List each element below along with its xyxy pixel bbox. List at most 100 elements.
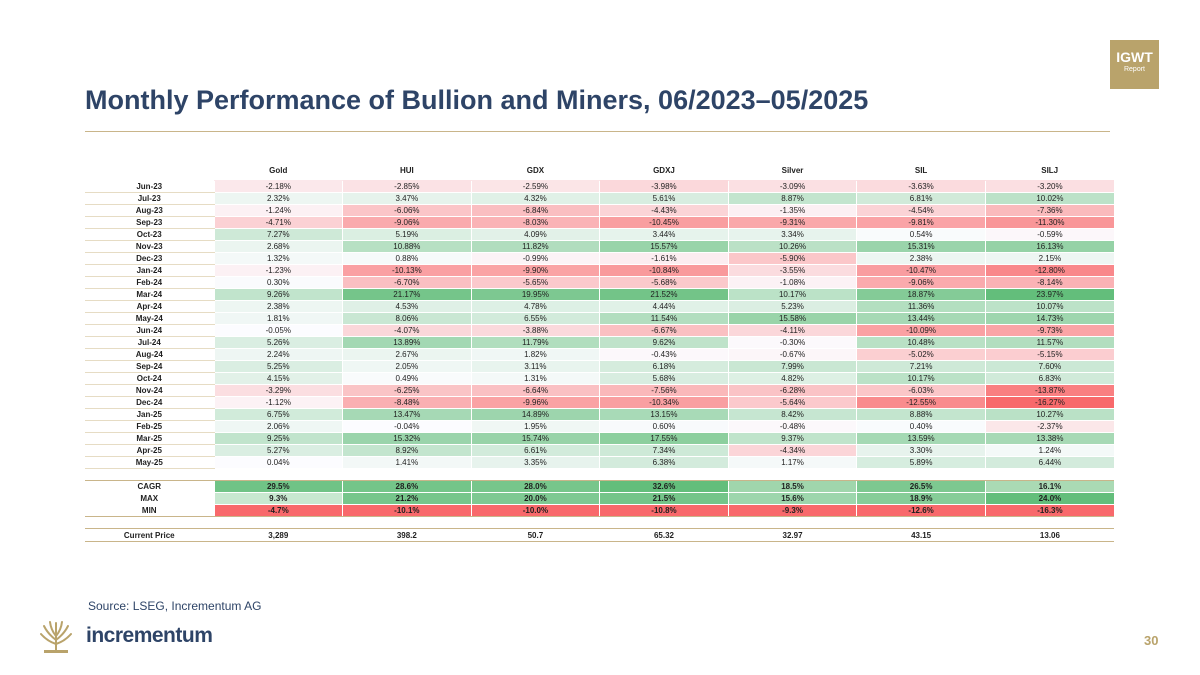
value-cell: -1.12% — [213, 396, 343, 409]
value-cell: -9.06% — [342, 216, 472, 229]
value-cell: 29.5% — [213, 480, 343, 493]
row-label: Nov-24 — [85, 384, 214, 397]
value-cell: 1.81% — [213, 312, 343, 325]
table-spacer — [85, 469, 1114, 481]
column-header-hui: HUI — [399, 166, 414, 175]
value-cell: 4.44% — [599, 300, 729, 313]
table-row: Jun-24 -0.05% -4.07% -3.88% -6.67% -4.11% -10.… — [85, 324, 1114, 337]
value-cell: 43.15 — [856, 528, 986, 542]
value-cell: -9.06% — [856, 276, 986, 289]
value-cell: 10.07% — [984, 300, 1114, 313]
value-cell: -0.59% — [984, 228, 1114, 241]
row-label: May-24 — [85, 312, 214, 325]
value-cell: -2.18% — [213, 179, 343, 193]
row-label: Apr-24 — [85, 300, 214, 313]
table-row: Jul-24 5.26% 13.89% 11.79% 9.62% -0.30% 10.48%… — [85, 336, 1114, 349]
value-cell: 10.17% — [727, 288, 857, 301]
value-cell: 15.32% — [342, 432, 472, 445]
row-label: Oct-23 — [85, 228, 214, 241]
value-cell: 5.68% — [599, 372, 729, 385]
value-cell: 5.23% — [727, 300, 857, 313]
value-cell: -3.98% — [599, 179, 729, 193]
value-cell: 10.27% — [984, 408, 1114, 421]
value-cell: -10.34% — [599, 396, 729, 409]
value-cell: 2.38% — [856, 252, 986, 265]
spacer-cell — [85, 517, 1114, 529]
table-row: Sep-23 -4.71% -9.06% -8.03% -10.45% -9.31% -9.… — [85, 216, 1114, 229]
table-row: Jan-25 6.75% 13.47% 14.89% 13.15% 8.42% 8.88% 1… — [85, 408, 1114, 421]
row-label: Feb-25 — [85, 420, 214, 433]
value-cell: -5.64% — [727, 396, 857, 409]
value-cell: 0.88% — [342, 252, 472, 265]
value-cell: 5.89% — [856, 456, 986, 469]
value-cell: 15.57% — [599, 240, 729, 253]
value-cell: 3,289 — [213, 528, 343, 542]
table-row: Jul-23 2.32% 3.47% 4.32% 5.61% 8.87% 6.81% 10.0… — [85, 192, 1114, 205]
value-cell: 11.82% — [470, 240, 600, 253]
value-cell: 1.95% — [470, 420, 600, 433]
value-cell: 18.87% — [856, 288, 986, 301]
value-cell: -9.73% — [984, 324, 1114, 337]
value-cell: 32.6% — [599, 480, 729, 493]
row-label: Sep-24 — [85, 360, 214, 373]
row-label: Mar-25 — [85, 432, 214, 445]
value-cell: 10.48% — [856, 336, 986, 349]
value-cell: -7.36% — [984, 204, 1114, 217]
value-cell: -2.59% — [470, 179, 600, 193]
value-cell: 16.13% — [984, 240, 1114, 253]
row-label: Mar-24 — [85, 288, 214, 301]
value-cell: -12.80% — [984, 264, 1114, 277]
table-row: Aug-24 2.24% 2.67% 1.82% -0.43% -0.67% -5.02% -… — [85, 348, 1114, 361]
value-cell: 15.74% — [470, 432, 600, 445]
value-cell: -12.6% — [856, 504, 986, 517]
value-cell: 16.1% — [984, 480, 1114, 493]
value-cell: 14.73% — [984, 312, 1114, 325]
value-cell: -0.99% — [470, 252, 600, 265]
value-cell: 15.31% — [856, 240, 986, 253]
value-cell: -4.71% — [213, 216, 343, 229]
value-cell: -3.29% — [213, 384, 343, 397]
value-cell: -1.24% — [213, 204, 343, 217]
value-cell: 9.37% — [727, 432, 857, 445]
value-cell: 7.34% — [599, 444, 729, 457]
value-cell: -4.34% — [727, 444, 857, 457]
value-cell: 2.32% — [213, 192, 343, 205]
value-cell: 1.82% — [470, 348, 600, 361]
value-cell: 0.49% — [342, 372, 472, 385]
value-cell: 5.25% — [213, 360, 343, 373]
row-label: Nov-23 — [85, 240, 214, 253]
value-cell: 3.44% — [599, 228, 729, 241]
column-header-silver: Silver — [781, 166, 804, 175]
value-cell: -7.56% — [599, 384, 729, 397]
value-cell: 0.04% — [213, 456, 343, 469]
value-cell: 65.32 — [599, 528, 729, 542]
value-cell: 10.02% — [984, 192, 1114, 205]
value-cell: 9.26% — [213, 288, 343, 301]
value-cell: 398.2 — [342, 528, 472, 542]
value-cell: 28.0% — [470, 480, 600, 493]
row-label: Jul-24 — [85, 336, 214, 349]
value-cell: 11.36% — [856, 300, 986, 313]
table-row: Feb-25 2.06% -0.04% 1.95% 0.60% -0.48% 0.40% -2… — [85, 420, 1114, 433]
value-cell: -0.04% — [342, 420, 472, 433]
row-label: Jan-25 — [85, 408, 214, 421]
value-cell: 8.92% — [342, 444, 472, 457]
value-cell: -10.09% — [856, 324, 986, 337]
value-cell: 4.09% — [470, 228, 600, 241]
value-cell: 13.44% — [856, 312, 986, 325]
value-cell: 9.3% — [213, 492, 343, 505]
value-cell: 6.75% — [213, 408, 343, 421]
value-cell: 21.17% — [342, 288, 472, 301]
value-cell: -10.0% — [470, 504, 600, 517]
value-cell: 23.97% — [984, 288, 1114, 301]
value-cell: -9.81% — [856, 216, 986, 229]
value-cell: 1.32% — [213, 252, 343, 265]
spacer-cell — [85, 469, 1114, 481]
brand-wordmark: incrementum — [86, 624, 213, 647]
value-cell: 2.67% — [342, 348, 472, 361]
value-cell: -2.85% — [342, 179, 472, 193]
value-cell: 21.5% — [599, 492, 729, 505]
source-note: Source: LSEG, Incrementum AG — [88, 599, 262, 613]
row-label: Aug-24 — [85, 348, 214, 361]
performance-table: Gold HUI GDX GDXJ Silver SIL SILJ Jun-23 -2.18%… — [85, 163, 1114, 542]
